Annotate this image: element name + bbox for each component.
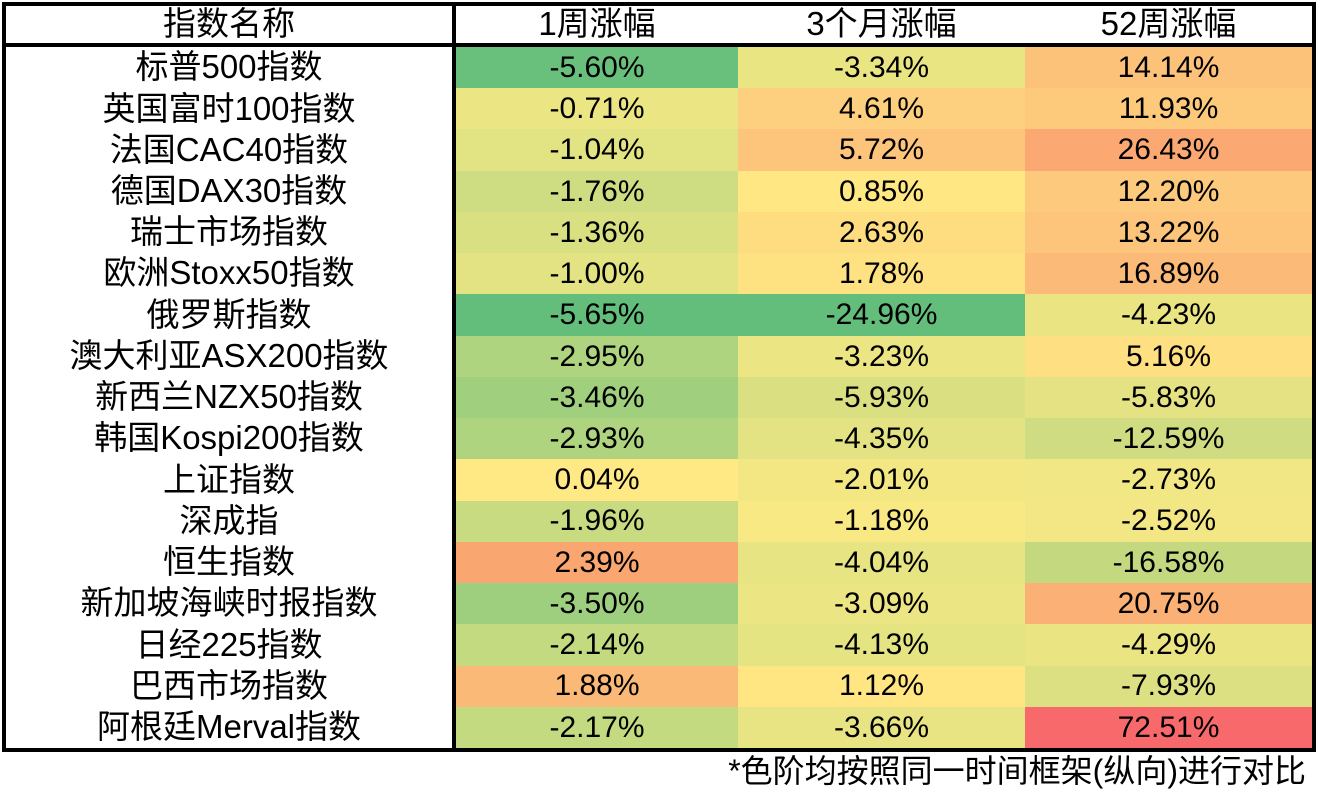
return-52-week-cell: 11.93% [1025, 88, 1312, 130]
return-3-month-cell: 1.78% [738, 253, 1025, 295]
table-row: 日经225指数 -2.14% -4.13% -4.29% [6, 624, 1312, 666]
return-1-week-cell: -1.96% [456, 500, 738, 542]
table-row: 上证指数 0.04% -2.01% -2.73% [6, 459, 1312, 501]
return-1-week-cell: 2.39% [456, 541, 738, 584]
return-52-week-cell: 26.43% [1025, 129, 1312, 171]
index-name-cell: 欧洲Stoxx50指数 [6, 253, 456, 295]
table-row: 澳大利亚ASX200指数 -2.95% -3.23% 5.16% [6, 335, 1312, 377]
return-52-week-cell: 14.14% [1025, 47, 1312, 89]
index-name-cell: 上证指数 [6, 459, 456, 501]
return-52-week-cell: -7.93% [1025, 665, 1312, 707]
return-1-week-cell: 1.88% [456, 665, 738, 707]
index-name-cell: 标普500指数 [6, 47, 456, 89]
table-header-row: 指数名称 1周涨幅 3个月涨幅 52周涨幅 [6, 6, 1312, 47]
return-52-week-cell: -4.23% [1025, 294, 1312, 336]
return-52-week-cell: 72.51% [1025, 706, 1312, 748]
return-1-week-cell: -2.17% [456, 706, 738, 748]
return-3-month-cell: -1.18% [738, 500, 1025, 542]
return-52-week-cell: -5.83% [1025, 376, 1312, 419]
return-3-month-cell: 0.85% [738, 170, 1025, 212]
table-row: 德国DAX30指数 -1.76% 0.85% 12.20% [6, 170, 1312, 212]
table-row: 欧洲Stoxx50指数 -1.00% 1.78% 16.89% [6, 253, 1312, 295]
return-1-week-cell: -2.93% [456, 418, 738, 460]
column-header-3-month: 3个月涨幅 [806, 6, 957, 43]
table-row: 英国富时100指数 -0.71% 4.61% 11.93% [6, 88, 1312, 130]
index-name-cell: 瑞士市场指数 [6, 211, 456, 254]
return-3-month-cell: -5.93% [738, 376, 1025, 419]
return-1-week-cell: -1.36% [456, 211, 738, 254]
index-name-cell: 法国CAC40指数 [6, 129, 456, 171]
table-row: 韩国Kospi200指数 -2.93% -4.35% -12.59% [6, 418, 1312, 460]
return-52-week-cell: -2.52% [1025, 500, 1312, 542]
return-1-week-cell: -5.65% [456, 294, 738, 336]
return-52-week-cell: 20.75% [1025, 583, 1312, 625]
return-3-month-cell: -24.96% [738, 294, 1025, 336]
return-3-month-cell: -3.09% [738, 583, 1025, 625]
return-1-week-cell: -1.00% [456, 253, 738, 295]
return-1-week-cell: -3.50% [456, 583, 738, 625]
return-52-week-cell: 16.89% [1025, 253, 1312, 295]
table-row: 法国CAC40指数 -1.04% 5.72% 26.43% [6, 129, 1312, 171]
table-row: 巴西市场指数 1.88% 1.12% -7.93% [6, 665, 1312, 707]
table-body: 标普500指数 -5.60% -3.34% 14.14% 英国富时100指数 -0.71%… [6, 47, 1312, 748]
return-52-week-cell: 13.22% [1025, 211, 1312, 254]
index-name-cell: 新加坡海峡时报指数 [6, 583, 456, 625]
table-row: 深成指 -1.96% -1.18% -2.52% [6, 500, 1312, 542]
return-3-month-cell: -3.34% [738, 47, 1025, 89]
return-52-week-cell: 5.16% [1025, 335, 1312, 377]
return-52-week-cell: -2.73% [1025, 459, 1312, 501]
return-3-month-cell: 2.63% [738, 211, 1025, 254]
index-name-cell: 日经225指数 [6, 624, 456, 666]
index-name-cell: 俄罗斯指数 [6, 294, 456, 336]
return-1-week-cell: -3.46% [456, 376, 738, 419]
table-row: 标普500指数 -5.60% -3.34% 14.14% [6, 47, 1312, 89]
index-name-cell: 阿根廷Merval指数 [6, 706, 456, 748]
return-52-week-cell: -12.59% [1025, 418, 1312, 460]
return-52-week-cell: -4.29% [1025, 624, 1312, 666]
index-name-cell: 新西兰NZX50指数 [6, 376, 456, 419]
index-name-cell: 深成指 [6, 500, 456, 542]
return-3-month-cell: -4.13% [738, 624, 1025, 666]
return-3-month-cell: -3.66% [738, 706, 1025, 748]
return-1-week-cell: -0.71% [456, 88, 738, 130]
table-row: 瑞士市场指数 -1.36% 2.63% 13.22% [6, 211, 1312, 254]
column-header-index-name: 指数名称 [6, 6, 456, 43]
index-returns-heatmap-table: 指数名称 1周涨幅 3个月涨幅 52周涨幅 标普500指数 -5.60% -3.34… [2, 2, 1316, 752]
index-name-cell: 英国富时100指数 [6, 88, 456, 130]
index-name-cell: 德国DAX30指数 [6, 170, 456, 212]
return-3-month-cell: 4.61% [738, 88, 1025, 130]
return-1-week-cell: -2.95% [456, 335, 738, 377]
table-row: 恒生指数 2.39% -4.04% -16.58% [6, 541, 1312, 584]
return-3-month-cell: 5.72% [738, 129, 1025, 171]
return-3-month-cell: 1.12% [738, 665, 1025, 707]
index-name-cell: 澳大利亚ASX200指数 [6, 335, 456, 377]
table-row: 新加坡海峡时报指数 -3.50% -3.09% 20.75% [6, 583, 1312, 625]
return-3-month-cell: -4.35% [738, 418, 1025, 460]
index-name-cell: 恒生指数 [6, 541, 456, 584]
table-row: 新西兰NZX50指数 -3.46% -5.93% -5.83% [6, 376, 1312, 419]
column-header-1-week: 1周涨幅 [538, 6, 656, 43]
column-header-52-week: 52周涨幅 [1100, 6, 1237, 43]
return-1-week-cell: -5.60% [456, 47, 738, 89]
table-row: 俄罗斯指数 -5.65% -24.96% -4.23% [6, 294, 1312, 336]
return-52-week-cell: 12.20% [1025, 170, 1312, 212]
return-3-month-cell: -3.23% [738, 335, 1025, 377]
return-3-month-cell: -2.01% [738, 459, 1025, 501]
footnote: *色阶均按照同一时间框架(纵向)进行对比 [728, 753, 1306, 789]
index-name-cell: 韩国Kospi200指数 [6, 418, 456, 460]
table-row: 阿根廷Merval指数 -2.17% -3.66% 72.51% [6, 706, 1312, 748]
return-52-week-cell: -16.58% [1025, 541, 1312, 584]
return-1-week-cell: -2.14% [456, 624, 738, 666]
return-3-month-cell: -4.04% [738, 541, 1025, 584]
return-1-week-cell: -1.76% [456, 170, 738, 212]
return-1-week-cell: -1.04% [456, 129, 738, 171]
index-name-cell: 巴西市场指数 [6, 665, 456, 707]
return-1-week-cell: 0.04% [456, 459, 738, 501]
